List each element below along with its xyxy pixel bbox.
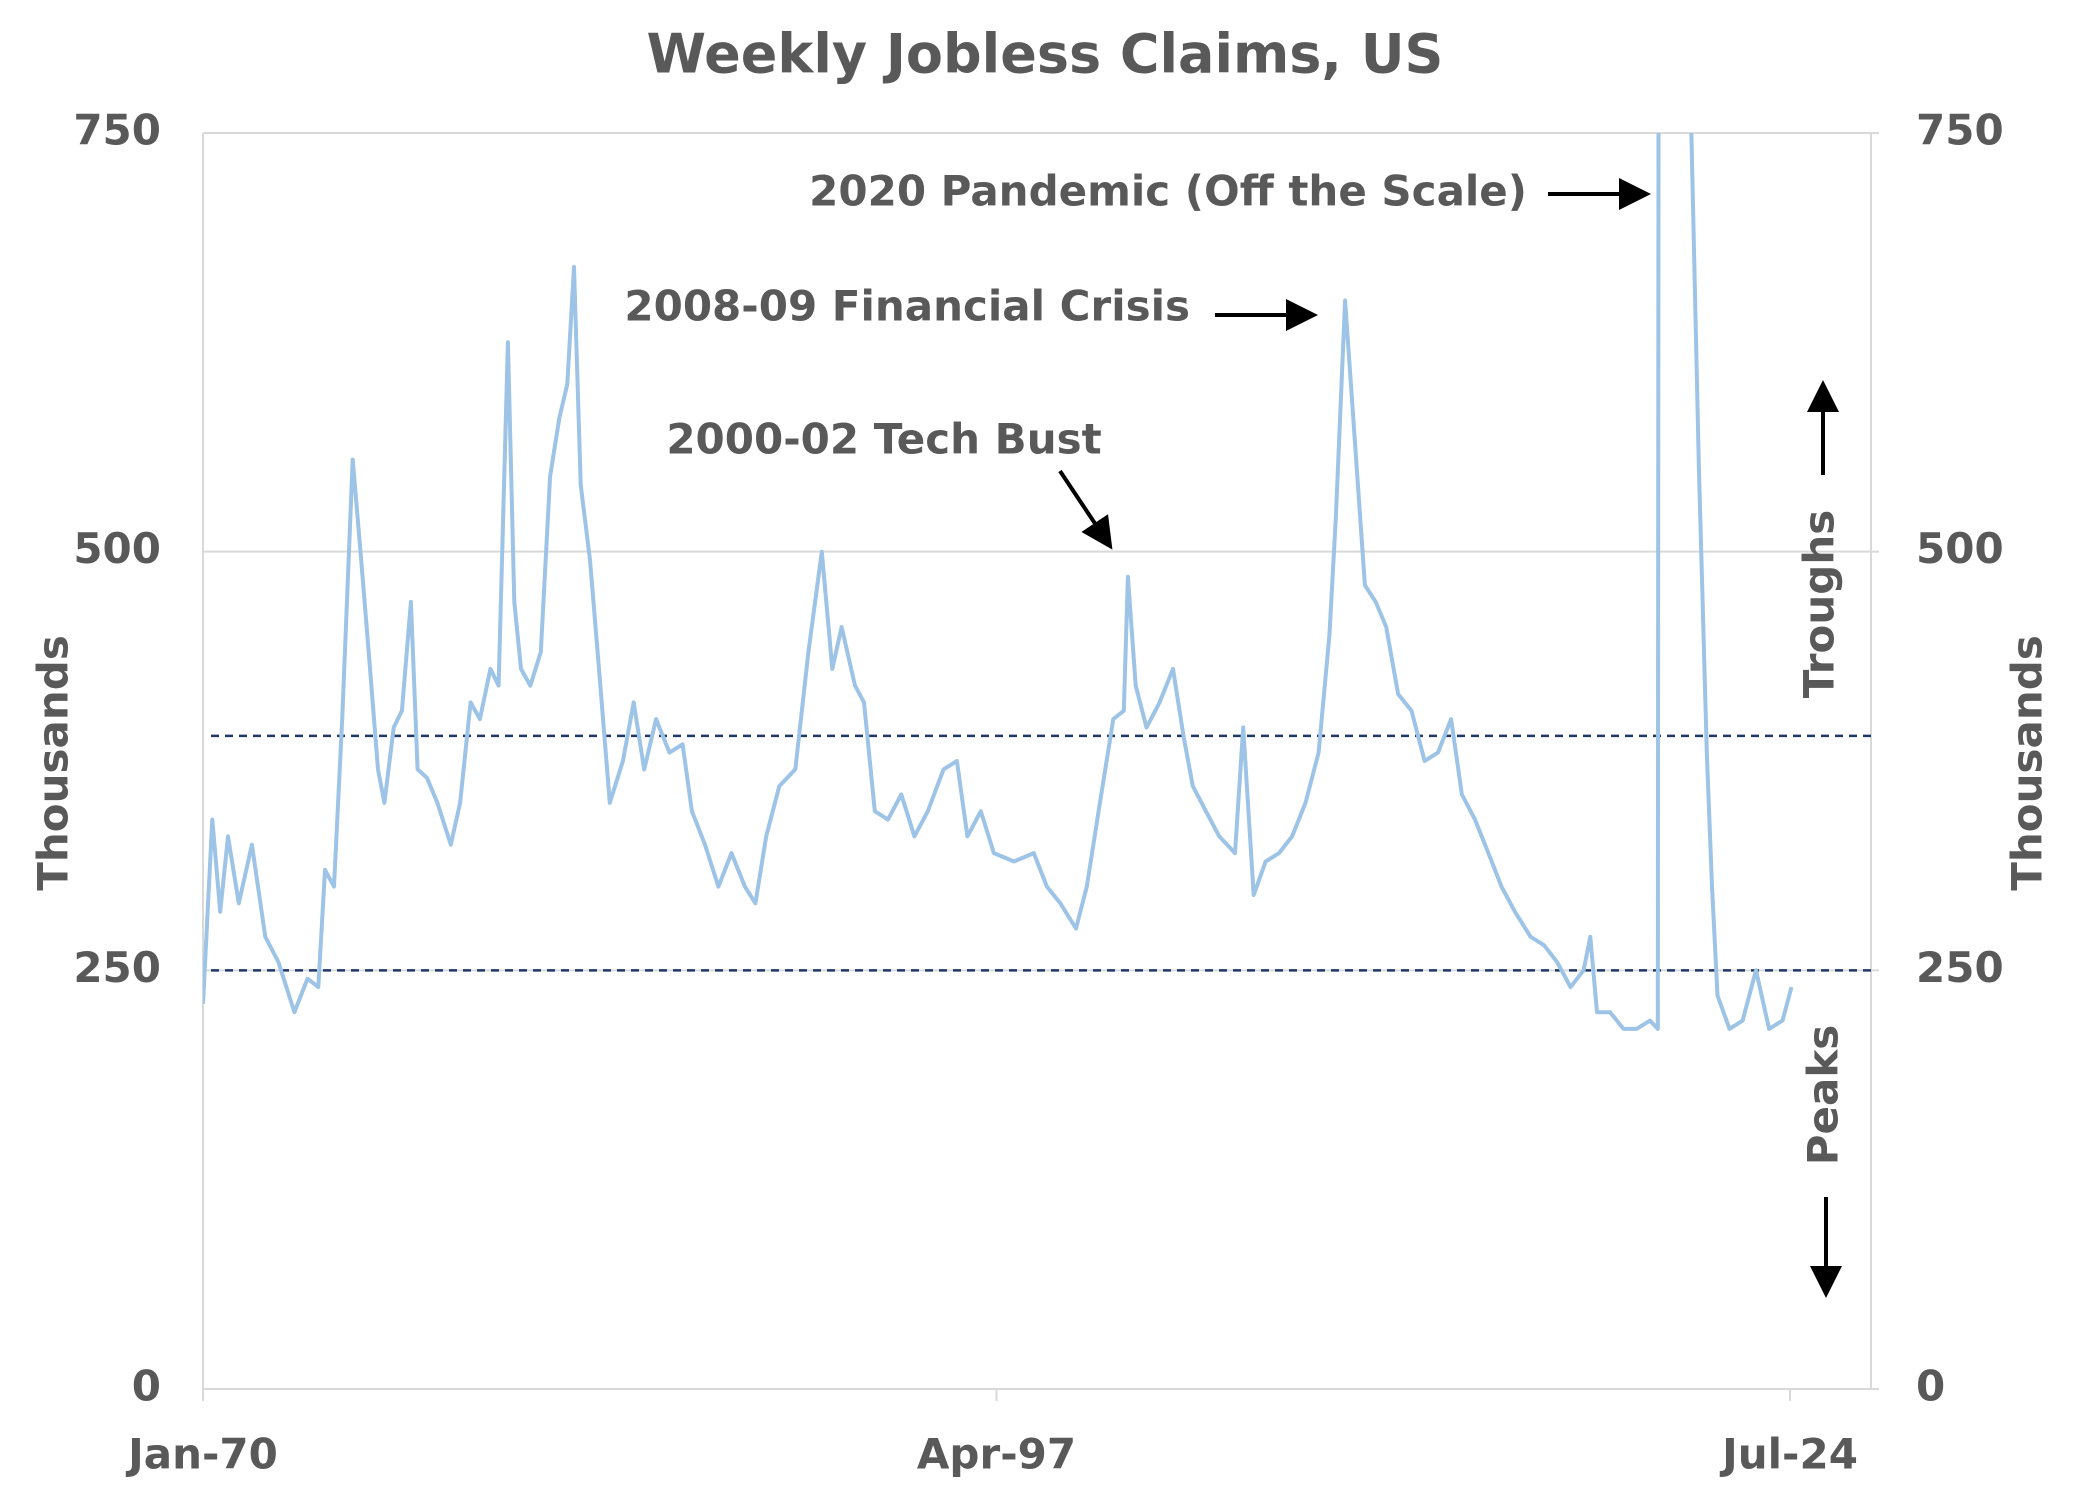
y2-tick-label: 750 xyxy=(1916,106,2004,155)
y-axis-label: Thousands xyxy=(29,635,78,891)
x-tick-label: Jan-70 xyxy=(125,1430,278,1479)
annotation: Peaks xyxy=(1799,1025,1848,1166)
y2-axis-label: Thousands xyxy=(2003,635,2052,891)
annotation: 2020 Pandemic (Off the Scale) xyxy=(809,167,1527,216)
y-tick-label: 750 xyxy=(73,106,161,155)
y2-tick-label: 500 xyxy=(1916,524,2004,573)
annotation: 2008-09 Financial Crisis xyxy=(624,282,1190,331)
y-tick-label: 0 xyxy=(132,1362,161,1411)
chart-title: Weekly Jobless Claims, US xyxy=(647,23,1444,86)
y2-tick-label: 250 xyxy=(1916,943,2004,992)
x-tick-label: Jul-24 xyxy=(1719,1430,1858,1479)
y-tick-label: 250 xyxy=(73,943,161,992)
data-line xyxy=(203,133,1794,1031)
y2-tick-label: 0 xyxy=(1916,1362,1945,1411)
annotation-arrow xyxy=(1058,469,1113,550)
y-tick-label: 500 xyxy=(73,524,161,573)
annotation: 2000-02 Tech Bust xyxy=(666,415,1101,464)
x-tick-label: Apr-97 xyxy=(917,1430,1076,1479)
annotation: Troughs xyxy=(1795,510,1844,698)
plot-area: 0 250 500 750 0 250 500 750 Jan-70 Apr-97 Jul-24 xyxy=(73,106,2004,1479)
